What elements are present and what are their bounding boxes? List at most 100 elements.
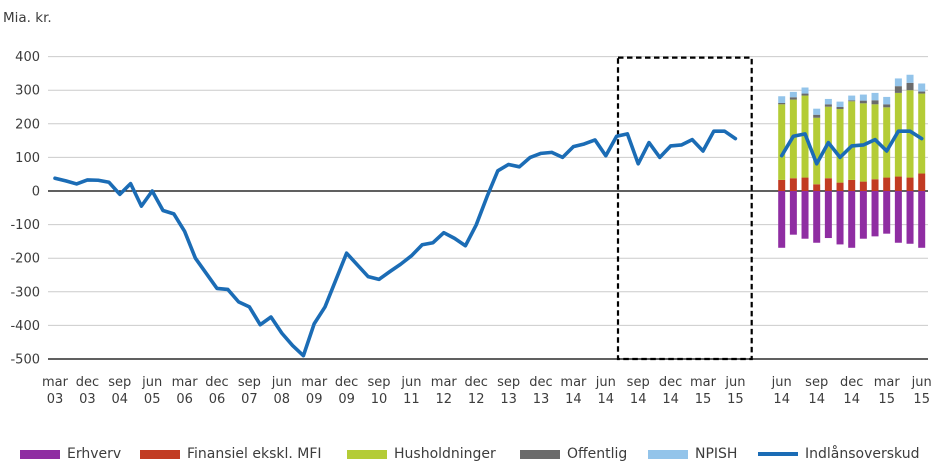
- svg-text:jun: jun: [141, 375, 162, 390]
- svg-text:dec: dec: [659, 375, 682, 390]
- bar-segment-finansiel: [789, 178, 797, 191]
- svg-text:mar: mar: [172, 375, 199, 390]
- chart-legend: Erhverv Finansiel ekskl. MFI Husholdning…: [0, 443, 940, 469]
- svg-text:15: 15: [727, 392, 744, 407]
- legend-item-indlaansoverskud: Indlånsoverskud: [758, 443, 919, 465]
- bar-segment-finansiel: [778, 179, 786, 191]
- husholdninger-swatch-icon: [347, 449, 387, 459]
- npish-swatch-icon: [648, 449, 688, 459]
- bar-segment-erhverv: [836, 191, 844, 245]
- legend-item-finansiel: Finansiel ekskl. MFI: [140, 443, 322, 465]
- svg-text:15: 15: [695, 392, 712, 407]
- svg-text:-500: -500: [10, 353, 40, 368]
- svg-text:-400: -400: [10, 319, 40, 334]
- svg-text:dec: dec: [335, 375, 358, 390]
- svg-text:200: 200: [15, 117, 40, 132]
- bar-segment-offentlig: [894, 86, 902, 93]
- bar-segment-finansiel: [906, 177, 914, 191]
- svg-text:sep: sep: [497, 375, 520, 390]
- svg-text:jun: jun: [595, 375, 616, 390]
- bar-segment-finansiel: [871, 179, 879, 191]
- bar-segment-finansiel: [918, 173, 926, 191]
- bar-segment-erhverv: [871, 191, 879, 237]
- svg-text:14: 14: [630, 392, 647, 407]
- svg-text:0: 0: [32, 185, 40, 200]
- stacked-bars: [778, 74, 926, 248]
- indlaansoverskud-line: [53, 129, 738, 358]
- bar-segment-npish: [789, 91, 797, 98]
- legend-label: Erhverv: [67, 446, 122, 462]
- svg-text:sep: sep: [367, 375, 390, 390]
- erhverv-swatch-icon: [20, 449, 60, 459]
- svg-text:dec: dec: [205, 375, 228, 390]
- bar-segment-npish: [894, 78, 902, 87]
- bar-segment-npish: [848, 95, 856, 101]
- svg-text:15: 15: [878, 392, 895, 407]
- svg-text:jun: jun: [400, 375, 421, 390]
- svg-text:06: 06: [176, 392, 193, 407]
- svg-text:jun: jun: [271, 375, 292, 390]
- bar-segment-npish: [918, 83, 926, 92]
- bar-segment-npish: [824, 98, 832, 105]
- bar-segment-husholdninger: [859, 103, 867, 182]
- indlaansoverskud-line-swatch-icon: [758, 452, 798, 456]
- bar-segment-erhverv: [883, 191, 891, 234]
- bar-segment-erhverv: [801, 191, 809, 239]
- bar-segment-finansiel: [859, 181, 867, 191]
- svg-text:-200: -200: [10, 252, 40, 267]
- svg-text:jun: jun: [771, 375, 792, 390]
- bar-segment-npish: [906, 74, 914, 83]
- bar-segment-offentlig: [871, 100, 879, 105]
- svg-text:dec: dec: [529, 375, 552, 390]
- bar-segment-husholdninger: [918, 93, 926, 174]
- bar-segment-offentlig: [813, 114, 821, 118]
- svg-text:mar: mar: [874, 375, 901, 390]
- bar-segment-finansiel: [883, 177, 891, 191]
- bar-segment-husholdninger: [906, 90, 914, 178]
- bar-segment-finansiel: [836, 182, 844, 191]
- bar-segment-husholdninger: [883, 107, 891, 178]
- svg-text:13: 13: [500, 392, 517, 407]
- bar-segment-offentlig: [801, 93, 809, 96]
- legend-item-offentlig: Offentlig: [520, 443, 627, 465]
- bar-segment-npish: [859, 94, 867, 101]
- bar-segment-finansiel: [801, 177, 809, 191]
- y-axis-unit-label: Mia. kr.: [3, 10, 52, 26]
- bar-segment-erhverv: [918, 191, 926, 248]
- bar-segment-erhverv: [778, 191, 786, 248]
- svg-text:03: 03: [47, 392, 64, 407]
- bar-segment-npish: [871, 92, 879, 101]
- bar-segment-erhverv: [824, 191, 832, 239]
- svg-text:100: 100: [15, 151, 40, 166]
- bar-segment-offentlig: [918, 91, 926, 94]
- svg-text:-300: -300: [10, 285, 40, 300]
- bar-segment-npish: [813, 108, 821, 115]
- bar-segment-npish: [778, 96, 786, 103]
- svg-text:mar: mar: [560, 375, 587, 390]
- legend-label: NPISH: [695, 446, 738, 462]
- svg-text:dec: dec: [840, 375, 863, 390]
- svg-text:05: 05: [144, 392, 161, 407]
- svg-text:sep: sep: [238, 375, 261, 390]
- svg-text:-100: -100: [10, 218, 40, 233]
- svg-text:sep: sep: [805, 375, 828, 390]
- svg-text:14: 14: [843, 392, 860, 407]
- bar-segment-finansiel: [824, 178, 832, 191]
- bar-segment-husholdninger: [848, 101, 856, 180]
- svg-text:04: 04: [112, 392, 129, 407]
- bar-segment-husholdninger: [778, 104, 786, 180]
- svg-text:14: 14: [808, 392, 825, 407]
- legend-label: Offentlig: [567, 446, 628, 462]
- svg-text:mar: mar: [431, 375, 458, 390]
- svg-text:sep: sep: [627, 375, 650, 390]
- bar-segment-offentlig: [883, 104, 891, 108]
- svg-text:06: 06: [209, 392, 226, 407]
- svg-text:300: 300: [15, 84, 40, 99]
- legend-item-husholdninger: Husholdninger: [347, 443, 496, 465]
- bar-segment-erhverv: [894, 191, 902, 243]
- svg-text:07: 07: [241, 392, 258, 407]
- svg-text:12: 12: [436, 392, 453, 407]
- svg-text:14: 14: [662, 392, 679, 407]
- bar-segment-erhverv: [789, 191, 797, 235]
- svg-text:09: 09: [338, 392, 355, 407]
